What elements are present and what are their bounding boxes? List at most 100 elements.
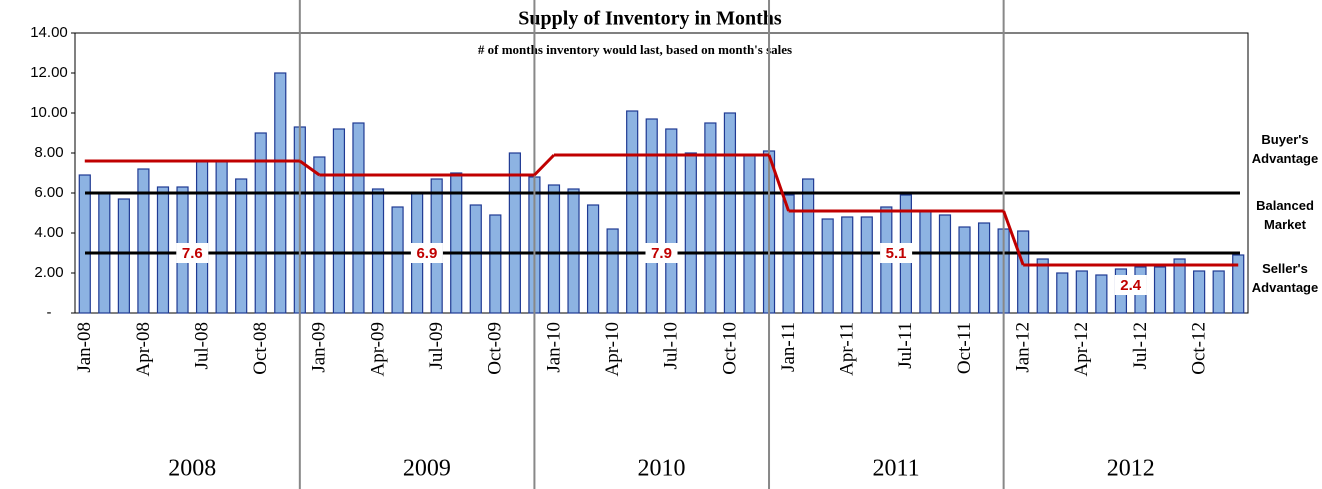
y-tick-label: 6.00	[34, 184, 63, 201]
bar	[254, 132, 267, 314]
bar	[78, 174, 91, 314]
annotation: Buyer's Advantage	[1251, 132, 1319, 166]
bar	[371, 188, 385, 314]
x-tick-label-group: Jan-10	[543, 322, 564, 373]
x-tick-label: Apr-11	[837, 322, 858, 376]
x-tick-label: Jul-12	[1130, 322, 1151, 370]
value-label: 6.9	[416, 245, 437, 262]
bar	[235, 178, 248, 314]
bar	[586, 204, 600, 314]
bar	[743, 154, 756, 314]
x-tick-label: Jan-10	[543, 322, 564, 373]
x-tick-label-group: Apr-10	[602, 322, 623, 377]
average-connector	[298, 159, 321, 177]
x-tick-label-group: Apr-11	[837, 322, 858, 376]
average-connector	[1002, 210, 1025, 266]
bar	[802, 178, 815, 314]
x-tick-label-group: Jan-09	[309, 322, 330, 373]
bar	[1193, 270, 1206, 314]
bar	[1056, 272, 1069, 314]
bar	[195, 160, 209, 314]
value-label: 7.6	[182, 245, 203, 262]
bar	[508, 152, 521, 314]
bar	[1173, 258, 1186, 314]
x-tick-label: Jan-12	[1013, 322, 1034, 373]
value-label-box	[176, 243, 209, 263]
x-tick-label-group: Jan-12	[1013, 322, 1034, 373]
value-label: 2.4	[1120, 277, 1142, 294]
bar	[821, 218, 834, 314]
x-tick-label-group: Jul-09	[426, 322, 447, 370]
x-tick-label: Jan-09	[309, 322, 330, 373]
bar	[1212, 270, 1225, 314]
x-tick-label: Jul-10	[661, 322, 682, 370]
y-tick-label: 4.00	[34, 224, 63, 241]
year-label: 2010	[638, 456, 686, 482]
bar	[1017, 230, 1030, 314]
x-tick-label: Apr-09	[367, 322, 388, 377]
y-tick-label: 2.00	[34, 264, 63, 281]
x-tick-label: Apr-12	[1071, 322, 1092, 377]
x-tick-label: Oct-10	[719, 322, 740, 375]
bar	[684, 152, 697, 314]
average-connector	[767, 154, 790, 212]
bar	[352, 122, 365, 314]
chart-title: Supply of Inventory in Months	[518, 8, 782, 30]
bar	[450, 172, 463, 314]
x-tick-label: Jan-11	[778, 322, 799, 372]
bar	[1095, 274, 1108, 314]
x-tick-label-group: Apr-09	[367, 322, 388, 377]
x-tick-label: Apr-08	[133, 322, 154, 377]
bar	[567, 188, 580, 314]
x-tick-label: Oct-12	[1188, 322, 1209, 375]
bar	[391, 206, 404, 314]
year-label: 2009	[403, 456, 451, 482]
x-tick-label: Jul-08	[191, 322, 212, 370]
bar	[723, 112, 737, 314]
bar	[841, 216, 854, 314]
bar	[1075, 270, 1088, 314]
value-label-box	[645, 243, 678, 263]
x-tick-label: Apr-10	[602, 322, 623, 377]
y-tick-label: -	[47, 304, 52, 321]
x-tick-label: Jul-11	[895, 322, 916, 369]
x-tick-label-group: Jan-08	[74, 322, 95, 373]
average-connector	[533, 153, 556, 177]
x-tick-label-group: Oct-08	[250, 322, 271, 375]
year-label: 2012	[1107, 456, 1155, 482]
bar	[469, 204, 482, 314]
value-label: 5.1	[886, 245, 907, 262]
bar	[313, 156, 326, 314]
bar	[489, 214, 502, 314]
bar	[156, 186, 170, 314]
x-tick-label-group: Oct-10	[719, 322, 740, 375]
bar	[665, 128, 678, 314]
bar	[938, 214, 952, 314]
bar	[1153, 266, 1167, 314]
x-tick-label-group: Apr-12	[1071, 322, 1092, 377]
bar	[137, 168, 150, 314]
bar	[645, 118, 658, 314]
x-tick-label: Oct-11	[954, 322, 975, 374]
annotation: Balanced Market	[1256, 198, 1314, 232]
x-tick-label: Oct-09	[485, 322, 506, 375]
bar	[958, 226, 971, 314]
annotation: Seller's Advantage	[1251, 261, 1319, 295]
y-tick-label: 12.00	[30, 64, 68, 81]
bar	[860, 216, 873, 314]
x-tick-label: Oct-08	[250, 322, 271, 375]
x-tick-label-group: Jul-10	[661, 322, 682, 370]
x-tick-label-group: Apr-08	[133, 322, 154, 377]
x-tick-label-group: Oct-09	[485, 322, 506, 375]
value-label-box	[410, 243, 443, 263]
x-tick-label: Jul-09	[426, 322, 447, 370]
x-tick-label-group: Oct-12	[1188, 322, 1209, 375]
x-tick-label-group: Jan-11	[778, 322, 799, 372]
y-tick-label: 14.00	[30, 24, 68, 41]
x-tick-label-group: Jul-11	[895, 322, 916, 369]
bar	[1232, 254, 1245, 314]
bar	[977, 222, 991, 314]
y-tick-label: 8.00	[34, 144, 63, 161]
